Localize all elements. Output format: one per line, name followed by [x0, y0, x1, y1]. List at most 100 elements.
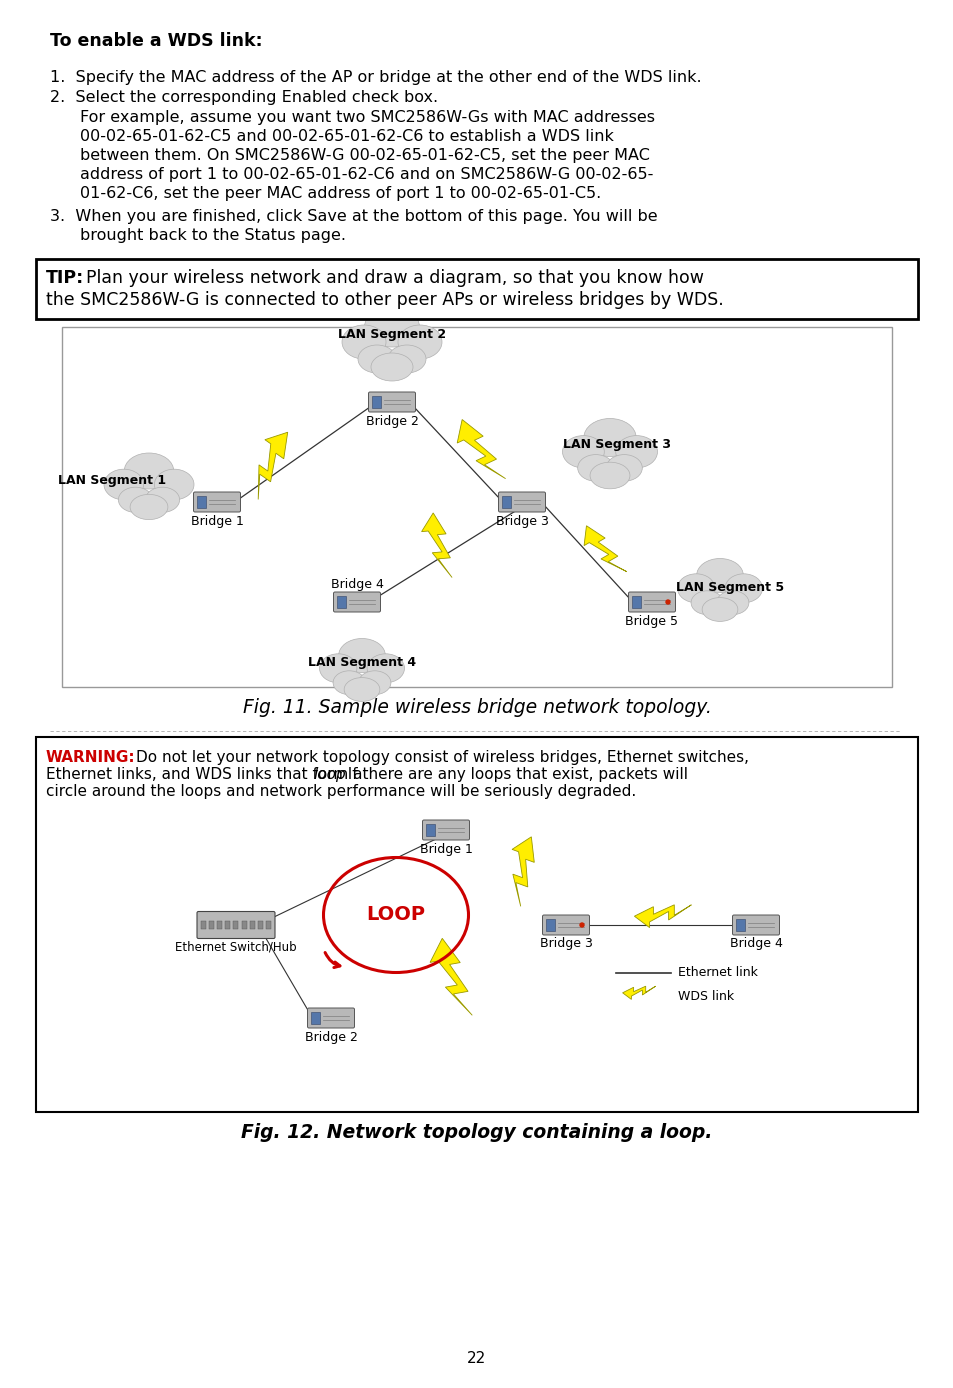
Text: For example, assume you want two SMC2586W-Gs with MAC addresses: For example, assume you want two SMC2586…: [80, 110, 655, 125]
FancyBboxPatch shape: [735, 919, 744, 931]
Text: loop: loop: [313, 768, 345, 781]
FancyBboxPatch shape: [372, 396, 380, 408]
FancyBboxPatch shape: [368, 391, 416, 412]
Text: Bridge 1: Bridge 1: [419, 843, 472, 855]
Text: Bridge 5: Bridge 5: [625, 615, 678, 627]
Polygon shape: [512, 837, 534, 906]
FancyBboxPatch shape: [233, 922, 238, 929]
Text: Fig. 11. Sample wireless bridge network topology.: Fig. 11. Sample wireless bridge network …: [242, 698, 711, 718]
Text: Do not let your network topology consist of wireless bridges, Ethernet switches,: Do not let your network topology consist…: [136, 750, 748, 765]
Text: LAN Segment 5: LAN Segment 5: [676, 580, 783, 594]
Ellipse shape: [701, 598, 737, 622]
FancyBboxPatch shape: [257, 922, 263, 929]
Ellipse shape: [145, 487, 179, 512]
Text: Bridge 4: Bridge 4: [331, 577, 383, 590]
Ellipse shape: [364, 307, 419, 347]
FancyBboxPatch shape: [334, 593, 380, 612]
Polygon shape: [634, 905, 691, 927]
FancyBboxPatch shape: [201, 922, 206, 929]
Text: address of port 1 to 00-02-65-01-62-C6 and on SMC2586W-G 00-02-65-: address of port 1 to 00-02-65-01-62-C6 a…: [80, 167, 653, 182]
Ellipse shape: [319, 654, 356, 683]
Ellipse shape: [388, 346, 426, 373]
Text: Bridge 2: Bridge 2: [304, 1030, 357, 1044]
Text: 3.  When you are finished, click Save at the bottom of this page. You will be: 3. When you are finished, click Save at …: [50, 210, 657, 223]
FancyBboxPatch shape: [498, 491, 545, 512]
Polygon shape: [583, 526, 626, 572]
Ellipse shape: [716, 591, 748, 615]
Circle shape: [665, 600, 669, 604]
FancyBboxPatch shape: [542, 915, 589, 936]
FancyBboxPatch shape: [241, 922, 247, 929]
Ellipse shape: [344, 677, 379, 701]
Polygon shape: [421, 514, 452, 577]
Text: To enable a WDS link:: To enable a WDS link:: [50, 32, 262, 50]
Ellipse shape: [338, 638, 385, 673]
Text: Bridge 3: Bridge 3: [495, 515, 548, 527]
FancyBboxPatch shape: [193, 491, 240, 512]
Ellipse shape: [724, 573, 761, 602]
Text: LAN Segment 3: LAN Segment 3: [562, 437, 670, 451]
Text: Ethernet links, and WDS links that form a: Ethernet links, and WDS links that form …: [46, 768, 367, 781]
Text: between them. On SMC2586W-G 00-02-65-01-62-C5, set the peer MAC: between them. On SMC2586W-G 00-02-65-01-…: [80, 149, 649, 162]
FancyBboxPatch shape: [36, 737, 917, 1112]
Ellipse shape: [371, 353, 413, 380]
Text: Ethernet link: Ethernet link: [678, 966, 757, 980]
FancyBboxPatch shape: [545, 919, 555, 931]
Ellipse shape: [397, 325, 441, 359]
FancyBboxPatch shape: [311, 1012, 319, 1024]
Polygon shape: [258, 432, 288, 500]
Text: Fig. 12. Network topology containing a loop.: Fig. 12. Network topology containing a l…: [241, 1123, 712, 1142]
Ellipse shape: [367, 654, 404, 683]
FancyBboxPatch shape: [225, 922, 230, 929]
Ellipse shape: [124, 452, 173, 489]
FancyBboxPatch shape: [628, 593, 675, 612]
Ellipse shape: [154, 469, 193, 500]
Text: LAN Segment 1: LAN Segment 1: [58, 473, 166, 487]
Text: LOOP: LOOP: [366, 905, 425, 924]
Polygon shape: [430, 938, 472, 1015]
Text: circle around the loops and network performance will be seriously degraded.: circle around the loops and network perf…: [46, 784, 636, 799]
Ellipse shape: [333, 670, 365, 694]
Text: Bridge 1: Bridge 1: [191, 515, 243, 527]
Polygon shape: [456, 419, 505, 479]
Ellipse shape: [677, 573, 714, 602]
Text: Ethernet Switch/Hub: Ethernet Switch/Hub: [175, 941, 296, 954]
FancyBboxPatch shape: [426, 824, 435, 836]
FancyBboxPatch shape: [307, 1008, 355, 1029]
Ellipse shape: [583, 419, 636, 457]
FancyBboxPatch shape: [196, 496, 206, 508]
FancyBboxPatch shape: [196, 912, 274, 938]
Text: LAN Segment 2: LAN Segment 2: [337, 328, 446, 340]
FancyBboxPatch shape: [336, 595, 346, 608]
FancyBboxPatch shape: [631, 595, 640, 608]
Ellipse shape: [357, 346, 395, 373]
Text: 01-62-C6, set the peer MAC address of port 1 to 00-02-65-01-C5.: 01-62-C6, set the peer MAC address of po…: [80, 186, 600, 201]
Text: the SMC2586W-G is connected to other peer APs or wireless bridges by WDS.: the SMC2586W-G is connected to other pee…: [46, 291, 723, 310]
FancyBboxPatch shape: [62, 328, 891, 687]
Text: 2.  Select the corresponding Enabled check box.: 2. Select the corresponding Enabled chec…: [50, 90, 437, 105]
Ellipse shape: [690, 591, 722, 615]
Polygon shape: [622, 987, 655, 999]
Text: 00-02-65-01-62-C5 and 00-02-65-01-62-C6 to establish a WDS link: 00-02-65-01-62-C5 and 00-02-65-01-62-C6 …: [80, 129, 613, 144]
FancyBboxPatch shape: [36, 260, 917, 319]
Ellipse shape: [578, 455, 613, 482]
Circle shape: [579, 923, 583, 927]
Text: 22: 22: [467, 1351, 486, 1366]
Text: Bridge 3: Bridge 3: [539, 937, 592, 951]
FancyBboxPatch shape: [266, 922, 271, 929]
Text: Bridge 2: Bridge 2: [365, 415, 418, 428]
FancyBboxPatch shape: [217, 922, 222, 929]
Text: TIP:: TIP:: [46, 269, 84, 287]
Ellipse shape: [696, 558, 742, 593]
Ellipse shape: [615, 436, 657, 468]
Ellipse shape: [562, 436, 603, 468]
Ellipse shape: [118, 487, 152, 512]
Ellipse shape: [590, 462, 629, 489]
FancyBboxPatch shape: [501, 496, 511, 508]
FancyBboxPatch shape: [732, 915, 779, 936]
Text: WDS link: WDS link: [678, 991, 734, 1004]
FancyBboxPatch shape: [422, 820, 469, 840]
FancyBboxPatch shape: [250, 922, 254, 929]
Ellipse shape: [130, 494, 168, 519]
Text: WARNING:: WARNING:: [46, 750, 135, 765]
